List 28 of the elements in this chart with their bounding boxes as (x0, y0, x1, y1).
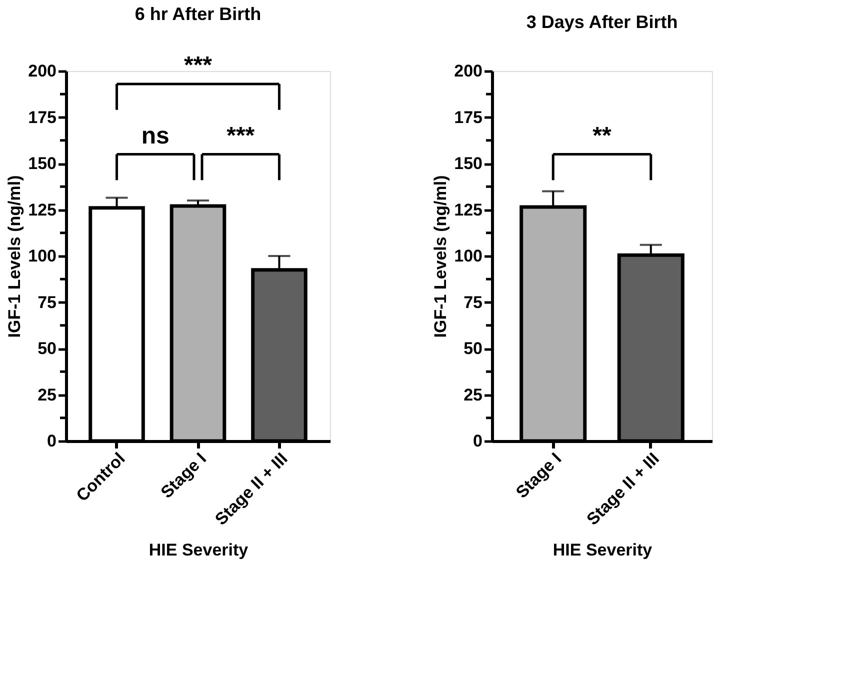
y-tick-label: 25 (38, 385, 56, 404)
annotation: *** (184, 52, 213, 79)
chart-title: 6 hr After Birth (134, 4, 262, 24)
y-tick-label: 175 (28, 108, 56, 127)
y-tick-label: 50 (38, 339, 56, 358)
annotation: ** (592, 122, 612, 150)
chart-title: 3 Days After Birth (526, 12, 678, 32)
y-tick-label: 50 (464, 339, 482, 358)
y-axis-title: IGF-1 Levels (ng/ml) (431, 175, 450, 338)
y-tick-label: 100 (28, 246, 56, 266)
annotation: ns (141, 122, 170, 150)
y-tick-label: 175 (454, 108, 482, 127)
y-tick-label: 0 (473, 432, 482, 450)
y-tick-label: 125 (454, 200, 482, 220)
y-tick-label: 150 (454, 154, 482, 173)
y-tick-label: 75 (464, 292, 482, 312)
y-tick-label: 200 (28, 62, 56, 80)
y-axis-title: IGF-1 Levels (ng/ml) (5, 175, 24, 338)
annotation: *** (226, 122, 256, 150)
x-axis-title: HIE Severity (148, 540, 249, 560)
y-tick-label: 200 (454, 62, 482, 80)
x-axis-title: HIE Severity (552, 540, 653, 560)
y-tick-label: 100 (454, 246, 482, 266)
y-tick-label: 125 (28, 200, 56, 220)
y-tick-label: 75 (38, 292, 56, 312)
y-tick-label: 25 (464, 385, 482, 404)
y-tick-label: 150 (28, 154, 56, 173)
y-tick-label: 0 (47, 432, 56, 450)
